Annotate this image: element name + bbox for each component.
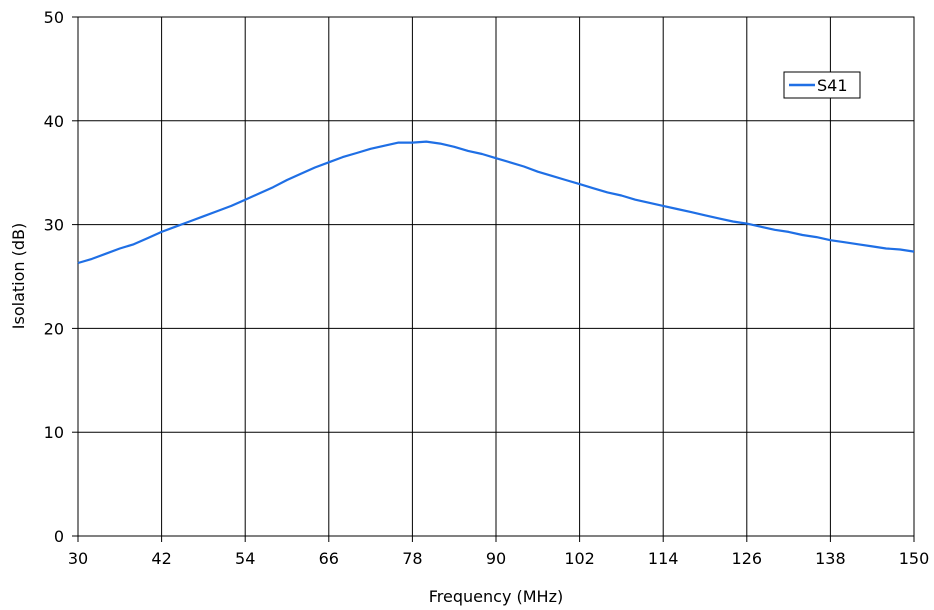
y-tick-label: 30 [44,216,64,235]
legend-label-s41: S41 [817,76,848,95]
x-tick-label: 90 [486,549,506,568]
y-axis-title: Isolation (dB) [9,223,28,329]
y-tick-label: 50 [44,8,64,27]
y-tick-label: 40 [44,112,64,131]
x-tick-label: 66 [319,549,339,568]
y-tick-label: 20 [44,319,64,338]
x-tick-label: 150 [899,549,930,568]
x-tick-label: 30 [68,549,88,568]
x-tick-label: 42 [151,549,171,568]
x-tick-label: 54 [235,549,255,568]
series-line-s41 [77,140,915,265]
series-layer [77,140,915,265]
x-tick-label: 78 [402,549,422,568]
x-axis-title: Frequency (MHz) [429,587,563,606]
x-axis-ticks: 30 42 54 66 78 90 102 114 126 138 150 [68,536,929,568]
x-tick-label: 126 [732,549,763,568]
x-tick-label: 114 [648,549,679,568]
x-tick-label: 102 [564,549,595,568]
y-axis-ticks: 0 10 20 30 40 50 [44,8,78,546]
y-tick-label: 10 [44,423,64,442]
y-tick-label: 0 [54,527,64,546]
legend: S41 [783,71,861,99]
x-tick-label: 138 [815,549,846,568]
